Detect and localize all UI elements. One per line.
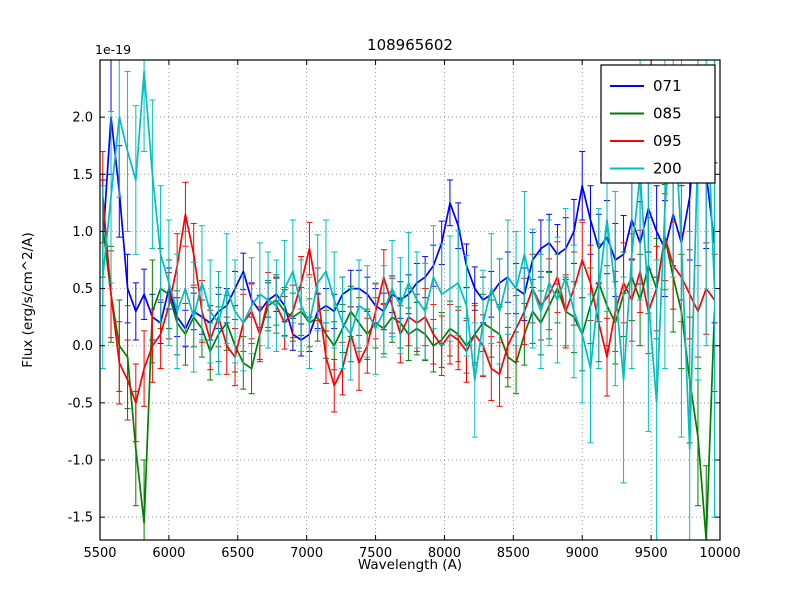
y-tick-label: 0.0 [72, 339, 93, 354]
legend: 071 085 095 200 [600, 64, 716, 184]
axis-ticks: 5500 6000 6500 7000 7500 8000 8500 9000 9500 1000… [68, 60, 741, 561]
y-tick-label: 0.5 [72, 282, 93, 297]
y-axis-label: Flux (erg/s/cm^2/A) [20, 232, 36, 368]
y-tick-label: 1.5 [72, 168, 93, 183]
y-tick-label: -1.0 [68, 454, 93, 469]
y-tick-label: 1.0 [72, 225, 93, 240]
x-tick-label: 6500 [221, 546, 254, 561]
x-axis-label: Wavelength (A) [357, 557, 463, 573]
x-tick-label: 10000 [699, 546, 740, 561]
chart-title: 108965602 [367, 36, 453, 54]
legend-label: 200 [653, 160, 682, 178]
x-tick-label: 8500 [497, 546, 530, 561]
x-tick-label: 7000 [290, 546, 323, 561]
legend-label: 095 [653, 132, 682, 150]
x-tick-label: 5500 [83, 546, 116, 561]
y-axis-offset-label: 1e-19 [95, 42, 132, 57]
x-tick-label: 9500 [635, 546, 668, 561]
x-tick-label: 6000 [152, 546, 185, 561]
x-tick-label: 7500 [359, 546, 392, 561]
x-tick-label: 8000 [428, 546, 461, 561]
legend-label: 085 [653, 105, 682, 123]
y-tick-label: 2.0 [72, 111, 93, 126]
y-tick-label: -0.5 [68, 396, 93, 411]
x-tick-label: 9000 [566, 546, 599, 561]
y-tick-label: -1.5 [68, 511, 93, 526]
legend-label: 071 [653, 77, 682, 95]
axes-frame [99, 59, 721, 541]
